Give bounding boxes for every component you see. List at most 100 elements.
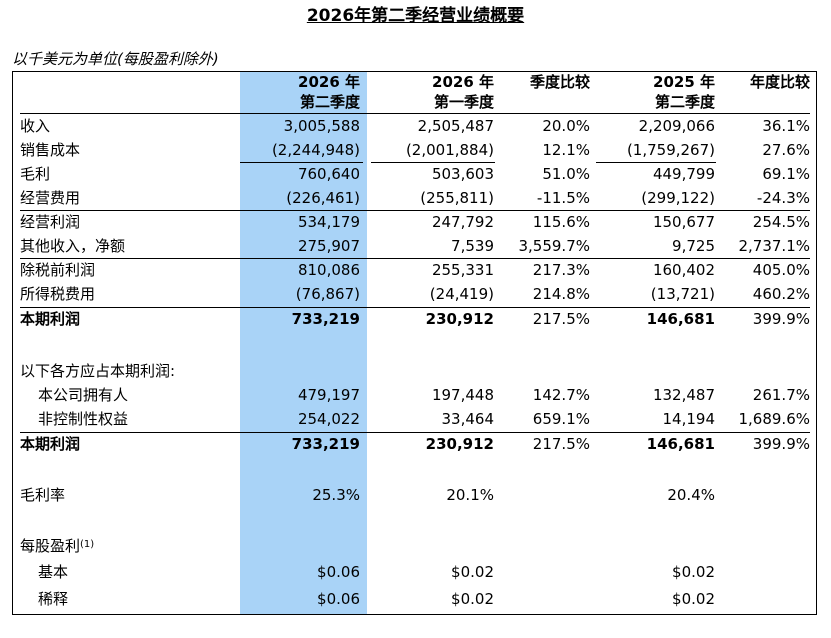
cell-yoy: 254.5% [752,213,810,231]
cell-qoq: 142.7% [532,386,590,404]
cell-q1-2026: (255,811) [420,189,494,207]
cell-q1-2026: (24,419) [429,285,494,303]
col-header-line1: 年度比较 [749,73,810,91]
row-label: 销售成本 [20,141,81,159]
cell-q2-2026: $0.06 [317,590,360,608]
cell-q2-2026: (226,461) [286,189,360,207]
cell-yoy: 27.6% [762,141,810,159]
cell-q2-2026: 3,005,588 [283,117,360,135]
col-header-line1: 2026 年 [432,73,494,91]
row-label: 本期利润 [20,435,81,453]
row-label: 其他收入，净额 [20,237,126,255]
col-header-line1: 2026 年 [298,73,360,91]
cell-qoq: 217.5% [532,435,590,453]
cell-q1-2026: 20.1% [446,486,494,504]
attributable-heading: 以下各方应占本期利润: [20,362,176,380]
cell-qoq: 659.1% [532,410,590,428]
subtotal-rule [596,162,716,163]
cell-q2-2025: 20.4% [667,486,715,504]
row-label: 收入 [20,117,51,135]
cell-q1-2026: 247,792 [431,213,494,231]
cell-yoy: 460.2% [752,285,810,303]
footnote-marker: (1) [80,539,95,550]
subtotal-rule [240,162,363,163]
col-header-line2: 第二季度 [654,93,715,111]
section-rule [20,432,810,433]
section-rule [20,307,810,308]
cell-q2-2026: 25.3% [312,486,360,504]
cell-q2-2026: 275,907 [297,237,360,255]
current-quarter-highlight [240,71,367,615]
cell-q2-2026: 254,022 [297,410,360,428]
cell-q1-2026: 2,505,487 [417,117,494,135]
cell-q2-2026: (76,867) [295,285,360,303]
cell-qoq: 115.6% [532,213,590,231]
cell-q2-2025: 160,402 [652,261,715,279]
cell-yoy: 405.0% [752,261,810,279]
cell-yoy: -24.3% [756,189,810,207]
cell-q2-2025: (1,759,267) [626,141,715,159]
cell-qoq: 3,559.7% [518,237,590,255]
row-label: 本公司拥有人 [38,386,129,404]
cell-q2-2025: 2,209,066 [638,117,715,135]
cell-q2-2025: (13,721) [650,285,715,303]
cell-q1-2026: 197,448 [431,386,494,404]
cell-q1-2026: 230,912 [425,310,494,328]
cell-qoq: 51.0% [542,165,590,183]
section-rule [20,258,810,259]
cell-q2-2026: 479,197 [297,386,360,404]
cell-q1-2026: $0.02 [451,590,494,608]
col-header-line2: 第二季度 [299,93,360,111]
row-label: 除税前利润 [20,261,96,279]
cell-q2-2026: 733,219 [291,435,360,453]
table-frame [12,71,817,615]
cell-q1-2026: (2,001,884) [405,141,494,159]
row-label: 经营利润 [20,213,81,231]
row-label: 本期利润 [20,310,81,328]
subtotal-rule [371,162,495,163]
cell-qoq: 217.3% [532,261,590,279]
cell-q2-2025: 146,681 [646,310,715,328]
cell-yoy: 1,689.6% [738,410,810,428]
unit-note: 以千美元为单位(每股盈利除外) [12,50,219,68]
cell-q2-2026: 760,640 [297,165,360,183]
cell-qoq: 20.0% [542,117,590,135]
cell-q2-2026: 733,219 [291,310,360,328]
row-label: 经营费用 [20,189,81,207]
row-label: 所得税费用 [20,285,96,303]
page-title: 2026年第二季经营业绩概要 [306,6,525,26]
col-header-line1: 季度比较 [529,73,590,91]
cell-q2-2025: 449,799 [652,165,715,183]
cell-q2-2026: (2,244,948) [271,141,360,159]
cell-q1-2026: 255,331 [431,261,494,279]
cell-qoq: -11.5% [536,189,590,207]
cell-q2-2025: 132,487 [652,386,715,404]
cell-yoy: 261.7% [752,386,810,404]
cell-q1-2026: 7,539 [451,237,494,255]
row-label: 基本 [38,563,69,581]
section-rule [20,210,810,211]
cell-qoq: 214.8% [532,285,590,303]
row-label: 毛利率 [20,486,66,504]
cell-q2-2025: 9,725 [672,237,715,255]
cell-q1-2026: 33,464 [441,410,495,428]
cell-q1-2026: 230,912 [425,435,494,453]
cell-yoy: 399.9% [752,435,810,453]
cell-q2-2026: $0.06 [317,563,360,581]
header-rule [20,113,810,114]
cell-q1-2026: 503,603 [431,165,494,183]
cell-q2-2026: 534,179 [297,213,360,231]
row-label: 非控制性权益 [38,410,129,428]
cell-q2-2025: (299,122) [641,189,715,207]
cell-q2-2025: 14,194 [662,410,716,428]
cell-qoq: 12.1% [542,141,590,159]
cell-yoy: 399.9% [752,310,810,328]
cell-q1-2026: $0.02 [451,563,494,581]
eps-heading: 每股盈利(1) [20,537,95,555]
cell-q2-2025: $0.02 [672,590,715,608]
cell-q2-2025: 146,681 [646,435,715,453]
col-header-line1: 2025 年 [653,73,715,91]
cell-q2-2025: 150,677 [652,213,715,231]
row-label: 毛利 [20,165,51,183]
cell-yoy: 2,737.1% [738,237,810,255]
